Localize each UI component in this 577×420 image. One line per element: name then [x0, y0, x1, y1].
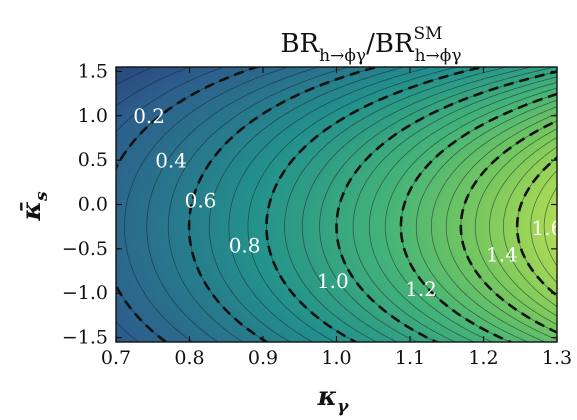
- minor-contour-line: [208, 67, 406, 342]
- plot-area: 0.2 0.4 0.6 0.8 1.0 1.2 1.4 1.6: [115, 58, 577, 351]
- contour-line-4: [335, 70, 557, 342]
- y-tick-label: 1.5: [78, 60, 108, 82]
- minor-contour-line: [228, 67, 433, 342]
- x-tick-label: 1.0: [321, 347, 351, 369]
- y-axis: 1.5 1.0 0.5 0.0 −0.5 −1.0 −1.5: [62, 60, 557, 349]
- y-axis-label: κ̄s: [17, 191, 52, 222]
- contour-label-3: 0.8: [229, 234, 261, 258]
- contour-line-1: [116, 67, 261, 342]
- contour-line-5: [399, 92, 557, 342]
- contour-label-4: 1.0: [317, 269, 349, 293]
- contour-label-5: 1.2: [405, 277, 437, 301]
- contour-line-3: [265, 67, 489, 342]
- minor-contour-line: [352, 76, 557, 342]
- y-tick-label: −0.5: [62, 238, 108, 260]
- minor-contour-line: [384, 87, 557, 342]
- minor-contour-line: [489, 136, 557, 317]
- minor-contour-line: [460, 120, 557, 333]
- x-tick-label: 1.3: [542, 347, 572, 369]
- chart-title: BRh→ϕγ/BRSM h→ϕγ: [280, 24, 461, 66]
- x-tick-label: 1.1: [395, 347, 425, 369]
- x-tick-label: 0.9: [248, 347, 278, 369]
- x-tick-label: 0.7: [101, 347, 131, 369]
- minor-contour-line: [570, 58, 577, 351]
- minor-contour-line: [146, 67, 321, 342]
- y-tick-label: 0.0: [78, 194, 108, 216]
- contour-line-2: [187, 67, 382, 342]
- minor-contour-line: [247, 67, 459, 342]
- minor-contour-line: [445, 113, 557, 341]
- y-tick-label: 1.0: [78, 105, 108, 127]
- minor-contour-line: [284, 67, 509, 342]
- minor-contour-line: [530, 169, 557, 284]
- y-tick-label: −1.5: [62, 327, 108, 349]
- contour-label-2: 0.6: [185, 188, 217, 212]
- minor-contour-line: [543, 186, 557, 267]
- minor-contour-line: [167, 67, 350, 342]
- minor-contour-line: [474, 128, 557, 326]
- y-tick-label: 0.5: [78, 149, 108, 171]
- x-tick-label: 1.2: [468, 347, 498, 369]
- x-axis: 0.7 0.8 0.9 1.0 1.1 1.2 1.3: [101, 67, 572, 369]
- minor-contour-line: [415, 99, 557, 342]
- contour-label-1: 0.4: [155, 148, 187, 172]
- minor-contour-line: [319, 67, 557, 342]
- minor-contour-line: [301, 67, 534, 342]
- contour-label-7: 1.6: [531, 216, 563, 240]
- major-contours: [116, 67, 557, 342]
- minor-contour-line: [502, 146, 557, 307]
- x-axis-label: κγ: [317, 382, 350, 417]
- contour-label-6: 1.4: [486, 243, 518, 267]
- minor-contour-line: [368, 81, 557, 342]
- contour-line-7: [515, 155, 557, 298]
- contour-label-0: 0.2: [133, 104, 165, 128]
- minor-contour-line: [556, 225, 557, 228]
- y-tick-label: −1.0: [62, 282, 108, 304]
- minor-contour-line: [116, 67, 225, 342]
- contour-labels: 0.2 0.4 0.6 0.8 1.0 1.2 1.4 1.6: [133, 104, 563, 301]
- x-tick-label: 0.8: [174, 347, 204, 369]
- minor-contour-line: [124, 67, 290, 342]
